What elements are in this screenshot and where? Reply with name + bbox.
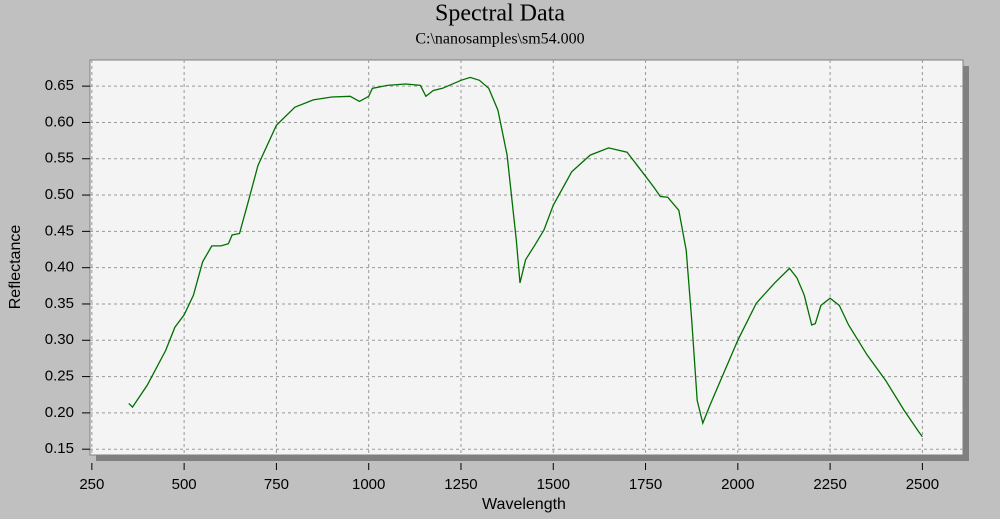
y-axis-label: Reflectance [7,225,24,310]
x-tick-label: 2500 [906,476,939,493]
y-tick-label: 0.40 [45,259,74,276]
chart-title: Spectral Data [435,1,565,27]
x-tick-label: 250 [79,476,104,493]
y-tick-label: 0.45 [45,222,74,239]
x-tick-label: 500 [172,476,197,493]
y-tick-label: 0.55 [45,150,74,167]
x-tick-label: 1250 [444,476,477,493]
data-line [128,76,923,438]
y-tick-label: 0.30 [45,331,74,348]
x-tick-label: 2250 [813,476,846,493]
y-tick-label: 0.35 [45,295,74,312]
x-tick-label: 1750 [629,476,662,493]
x-tick-label: 1000 [352,476,385,493]
y-tick-label: 0.15 [45,440,74,457]
x-tick-label: 1500 [537,476,570,493]
y-tick-label: 0.25 [45,368,74,385]
chart-subtitle: C:\nanosamples\sm54.000 [415,31,584,48]
x-tick-label: 2000 [721,476,754,493]
y-tick-label: 0.50 [45,186,74,203]
y-tick-label: 0.20 [45,404,74,421]
x-axis-label: Wavelength [482,496,566,513]
y-tick-label: 0.60 [45,113,74,130]
x-tick-label: 750 [264,476,289,493]
y-tick-label: 0.65 [45,77,74,94]
